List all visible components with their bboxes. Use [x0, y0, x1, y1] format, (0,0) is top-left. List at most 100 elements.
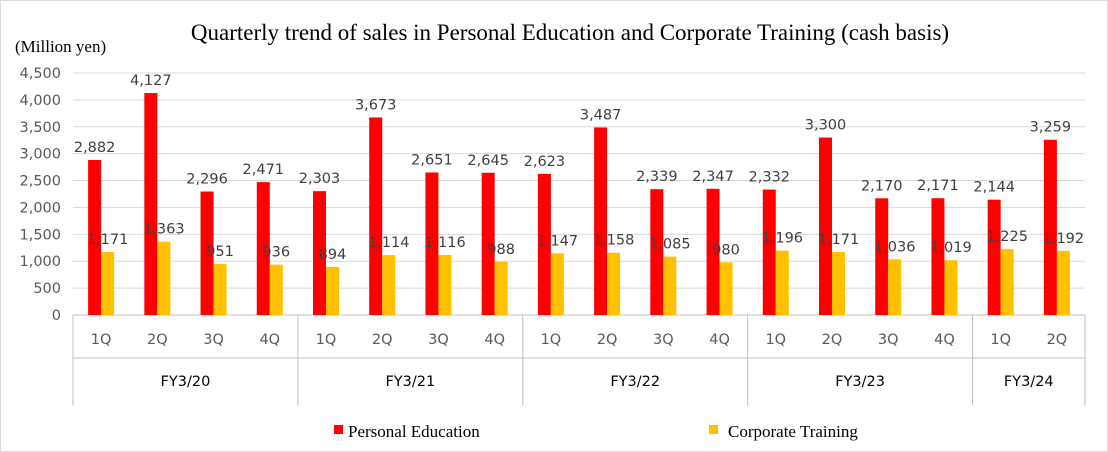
x-tick-label: 1Q — [316, 332, 337, 348]
x-group-label: FY3/23 — [835, 374, 885, 390]
data-label-corporate-training: 1,085 — [649, 237, 691, 253]
bar-personal-education — [706, 188, 720, 315]
data-label-corporate-training: 951 — [206, 244, 234, 260]
y-tick-label: 4,500 — [19, 66, 61, 82]
data-label-corporate-training: 1,192 — [1043, 231, 1085, 247]
y-tick-label: 2,500 — [19, 174, 61, 190]
bars — [88, 93, 1070, 316]
data-label-corporate-training: 1,171 — [818, 232, 860, 248]
data-label-personal-education: 3,487 — [580, 107, 622, 123]
bar-personal-education — [200, 191, 214, 315]
bar-personal-education — [762, 189, 776, 315]
bar-personal-education — [1043, 139, 1057, 315]
data-label-corporate-training: 894 — [319, 247, 347, 263]
bar-personal-education — [313, 191, 326, 315]
data-label-personal-education: 4,127 — [130, 73, 172, 89]
x-group-label: FY3/20 — [161, 374, 211, 390]
x-tick-label: 2Q — [372, 332, 393, 348]
y-axis-unit-label: (Million yen) — [15, 37, 106, 56]
x-tick-label: 3Q — [653, 332, 674, 348]
data-label-corporate-training: 1,225 — [986, 229, 1028, 245]
bar-corporate-training — [550, 253, 564, 315]
legend-label-personal-education: Personal Education — [348, 422, 480, 441]
data-label-corporate-training: 1,019 — [930, 240, 972, 256]
data-label-personal-education: 2,171 — [917, 178, 959, 194]
x-group-label: FY3/24 — [1004, 374, 1054, 390]
x-tick-label: 2Q — [597, 332, 618, 348]
x-tick-label: 1Q — [765, 332, 786, 348]
data-label-personal-education: 2,332 — [749, 170, 791, 186]
data-label-corporate-training: 1,036 — [874, 239, 916, 255]
bar-personal-education — [650, 189, 664, 315]
bar-personal-education — [425, 172, 439, 315]
bar-personal-education — [369, 117, 383, 316]
data-label-personal-education: 2,170 — [861, 178, 903, 194]
bar-personal-education — [144, 93, 158, 315]
bar-personal-education — [256, 182, 270, 315]
data-label-personal-education: 3,300 — [805, 118, 847, 134]
y-tick-label: 1,000 — [19, 254, 61, 270]
bar-corporate-training — [101, 252, 115, 315]
y-tick-label: 3,000 — [19, 147, 61, 163]
bar-corporate-training — [663, 256, 677, 315]
data-label-corporate-training: 1,158 — [593, 233, 635, 249]
data-label-personal-education: 2,303 — [299, 171, 341, 187]
data-label-corporate-training: 1,363 — [143, 222, 185, 238]
data-label-personal-education: 2,296 — [186, 172, 228, 188]
bar-corporate-training — [326, 266, 339, 315]
y-tick-label: 1,500 — [19, 227, 61, 243]
data-label-corporate-training: 1,116 — [424, 235, 466, 251]
data-label-personal-education: 2,651 — [411, 152, 453, 168]
legend-swatch-corporate-training — [709, 425, 718, 434]
data-label-corporate-training: 1,147 — [537, 233, 579, 249]
bar-corporate-training — [775, 250, 789, 315]
x-tick-label: 1Q — [541, 332, 562, 348]
data-label-personal-education: 2,144 — [973, 180, 1015, 196]
bar-corporate-training — [213, 263, 227, 315]
bar-personal-education — [481, 172, 495, 315]
data-label-corporate-training: 1,196 — [762, 231, 804, 247]
bar-corporate-training — [157, 241, 171, 315]
bar-corporate-training — [494, 261, 508, 315]
legend-swatch-personal-education — [334, 425, 343, 434]
data-label-corporate-training: 936 — [262, 245, 290, 261]
data-label-personal-education: 2,623 — [524, 154, 566, 170]
chart-title: Quarterly trend of sales in Personal Edu… — [191, 20, 949, 45]
x-tick-label: 1Q — [91, 332, 112, 348]
bar-personal-education — [819, 137, 832, 315]
data-label-personal-education: 3,673 — [355, 97, 397, 113]
x-tick-label: 1Q — [990, 332, 1011, 348]
y-tick-label: 2,000 — [19, 200, 61, 216]
data-label-corporate-training: 1,114 — [368, 235, 410, 251]
x-group-label: FY3/21 — [385, 374, 435, 390]
data-label-personal-education: 2,645 — [467, 153, 509, 169]
data-labels: 2,882 1,171 4,127 1,363 2,296 951 2,471 936 2,30… — [74, 73, 1084, 263]
y-tick-label: 3,500 — [19, 120, 61, 136]
data-label-personal-education: 3,259 — [1030, 120, 1072, 136]
bar-personal-education — [931, 198, 945, 315]
x-axis: 1Q 2Q 3Q 4Q 1Q 2Q 3Q 4Q 1Q 2Q 3Q 4Q 1Q 2Q 3Q 4Q 1Q 2Q FY3/… — [72, 315, 1086, 405]
bar-personal-education — [875, 198, 889, 315]
x-tick-label: 4Q — [484, 332, 505, 348]
data-label-personal-education: 2,882 — [74, 140, 116, 156]
bar-corporate-training — [607, 252, 621, 315]
data-label-personal-education: 2,339 — [636, 169, 678, 185]
bar-corporate-training — [382, 255, 396, 315]
data-label-corporate-training: 1,171 — [87, 232, 129, 248]
bar-personal-education — [594, 127, 608, 315]
x-tick-label: 4Q — [259, 332, 280, 348]
x-tick-label: 2Q — [1047, 332, 1068, 348]
bar-personal-education — [88, 160, 102, 315]
x-tick-label: 4Q — [934, 332, 955, 348]
bar-corporate-training — [888, 259, 902, 315]
y-tick-label: 4,000 — [19, 93, 61, 109]
gridlines — [73, 72, 1085, 316]
x-group-label: FY3/22 — [610, 374, 660, 390]
x-tick-label: 2Q — [822, 332, 843, 348]
data-label-corporate-training: 980 — [712, 242, 740, 258]
data-label-personal-education: 2,347 — [692, 169, 734, 185]
x-tick-label: 3Q — [878, 332, 899, 348]
